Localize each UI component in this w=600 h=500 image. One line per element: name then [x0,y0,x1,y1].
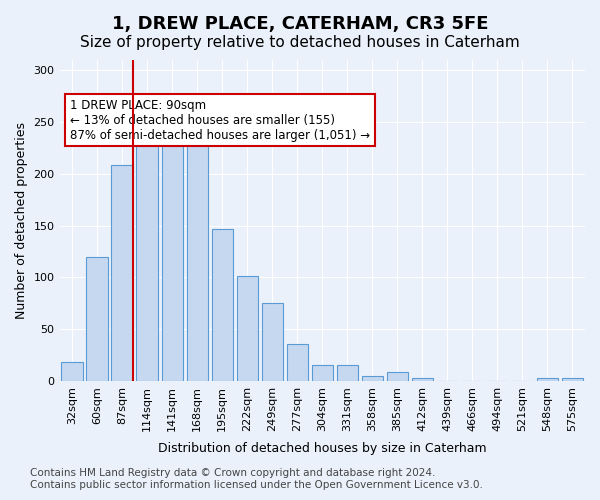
X-axis label: Distribution of detached houses by size in Caterham: Distribution of detached houses by size … [158,442,487,455]
Text: 1, DREW PLACE, CATERHAM, CR3 5FE: 1, DREW PLACE, CATERHAM, CR3 5FE [112,15,488,33]
Bar [412,378,433,381]
Bar [262,304,283,381]
Bar [287,344,308,381]
Text: Size of property relative to detached houses in Caterham: Size of property relative to detached ho… [80,35,520,50]
Bar [311,366,333,381]
Text: Contains HM Land Registry data © Crown copyright and database right 2024.
Contai: Contains HM Land Registry data © Crown c… [30,468,483,490]
Y-axis label: Number of detached properties: Number of detached properties [15,122,28,319]
Bar [537,378,558,381]
Bar [112,164,133,381]
Bar [362,376,383,381]
Bar [161,140,183,381]
Bar [236,276,258,381]
Bar [61,362,83,381]
Bar [212,228,233,381]
Bar [136,140,158,381]
Bar [562,378,583,381]
Bar [187,125,208,381]
Bar [387,372,408,381]
Bar [86,256,108,381]
Text: 1 DREW PLACE: 90sqm
← 13% of detached houses are smaller (155)
87% of semi-detac: 1 DREW PLACE: 90sqm ← 13% of detached ho… [70,98,370,142]
Bar [337,366,358,381]
